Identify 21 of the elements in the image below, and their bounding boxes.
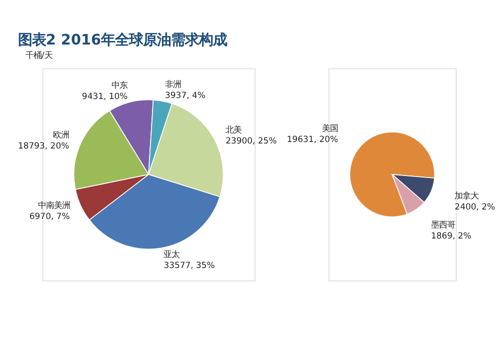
- data-label: 2400, 2%: [454, 202, 496, 212]
- slice-label: 非洲: [165, 78, 182, 89]
- text: 千桶/天: [25, 50, 52, 60]
- slice-label: 欧洲: [53, 129, 70, 140]
- slice-label: 中东: [112, 80, 128, 90]
- data-label: 9431, 10%: [82, 90, 128, 101]
- slice-label: 亚太: [164, 249, 180, 260]
- data-label: 23900, 25%: [226, 135, 277, 146]
- slice-label: 美国: [322, 122, 338, 133]
- chart-title: 图表2 2016年全球原油需求构成: [18, 32, 228, 49]
- data-label: 1869, 2%: [430, 230, 472, 241]
- slice-label: 加拿大: [454, 190, 479, 200]
- slice-label: 墨西哥: [430, 220, 455, 230]
- pie-slice: [349, 132, 436, 218]
- data-label: 33577, 35%: [164, 260, 215, 270]
- data-label: 3937, 4%: [165, 90, 206, 100]
- slice-label: 中南美洲: [38, 200, 70, 210]
- data-label: 19631, 20%: [286, 134, 338, 144]
- data-label: 18793, 20%: [18, 140, 70, 150]
- slice-label: 北美: [226, 124, 242, 134]
- data-label: 6970, 7%: [29, 210, 70, 221]
